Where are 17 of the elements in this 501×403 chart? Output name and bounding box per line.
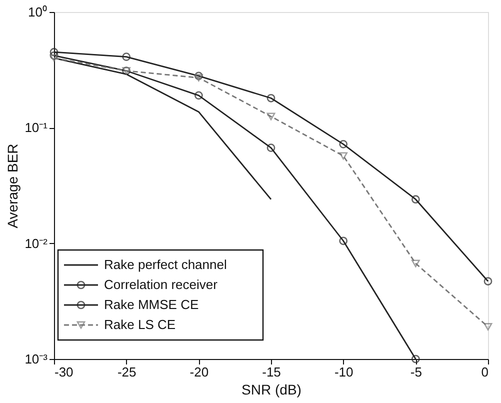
x-tick-label: -30	[54, 364, 74, 380]
y-tick-label: 10⁻¹	[24, 120, 48, 136]
x-tick-label: 0	[481, 364, 488, 380]
y-tick-label: 10⁰	[28, 4, 48, 20]
x-tick-label: -5	[410, 364, 422, 380]
y-tick-label: 10⁻²	[24, 236, 48, 251]
x-tick-label: -25	[117, 364, 136, 380]
y-axis-title: Average BER	[4, 144, 21, 228]
legend-label: Rake LS CE	[104, 317, 176, 332]
y-tick-label: 10⁻³	[24, 352, 48, 366]
legend-label: Rake MMSE CE	[104, 297, 199, 312]
x-tick-label: -10	[334, 364, 354, 380]
legend-label: Correlation receiver	[104, 277, 218, 292]
x-tick-label: -15	[262, 364, 281, 380]
legend-label: Rake perfect channel	[104, 257, 227, 272]
x-axis-title: SNR (dB)	[242, 382, 302, 398]
x-tick-label: -20	[190, 364, 209, 380]
